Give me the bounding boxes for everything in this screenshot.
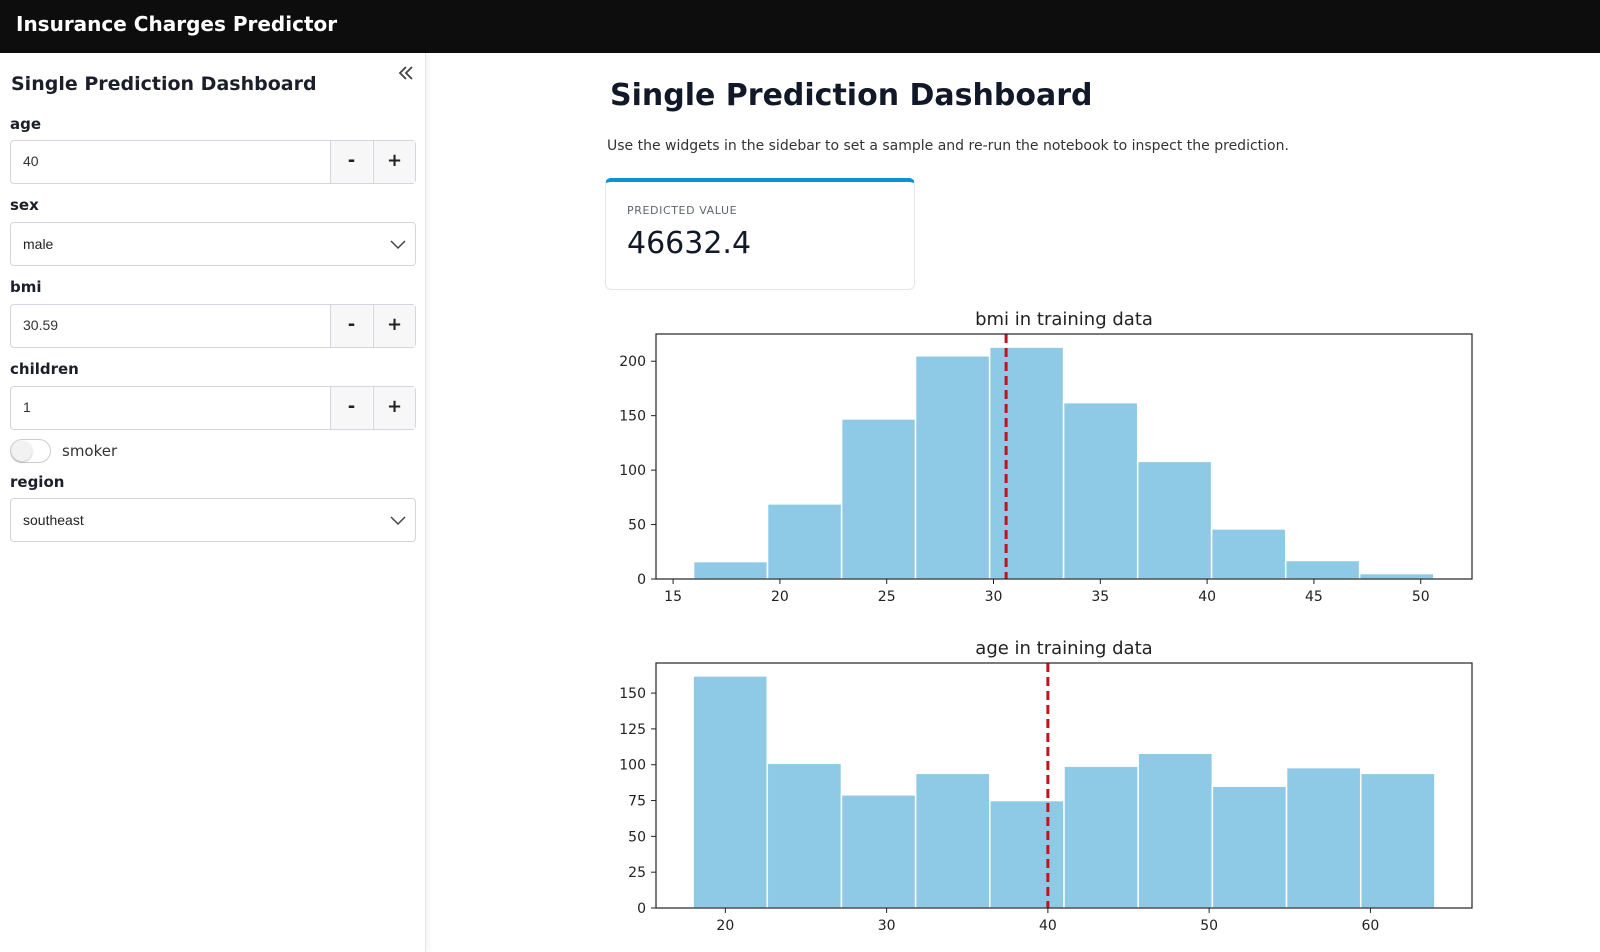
metric-value: 46632.4 — [627, 226, 752, 261]
histogram-bar — [692, 675, 769, 909]
region-select[interactable]: southeast — [10, 498, 416, 542]
histogram-bar — [1211, 785, 1288, 909]
x-tick-label: 35 — [1091, 589, 1109, 605]
plot-frame — [655, 333, 1473, 580]
age-input[interactable]: 40 — [23, 153, 39, 169]
histogram-bar — [692, 560, 769, 580]
y-tick-label: 200 — [619, 354, 646, 370]
bmi-increment-button[interactable]: + — [373, 305, 415, 347]
app-title: Insurance Charges Predictor — [16, 12, 338, 36]
chart-title: age in training data — [975, 638, 1152, 659]
bmi-stepper: 30.59 - + — [10, 304, 416, 348]
histogram-bar — [988, 346, 1065, 580]
sidebar: Single Prediction Dashboard age 40 - + s… — [0, 53, 426, 952]
children-decrement-button[interactable]: - — [330, 387, 372, 429]
bmi-decrement-button[interactable]: - — [330, 305, 372, 347]
bmi-label: bmi — [10, 278, 42, 296]
histogram-bar — [766, 762, 843, 909]
toggle-knob — [12, 441, 32, 461]
y-tick-label: 0 — [637, 901, 646, 917]
histogram-bar — [1358, 572, 1435, 580]
x-tick-label: 45 — [1305, 589, 1323, 605]
histogram-bar — [840, 794, 917, 909]
page-description: Use the widgets in the sidebar to set a … — [607, 138, 1289, 154]
y-tick-label: 150 — [619, 686, 646, 702]
x-tick-label: 30 — [878, 918, 896, 934]
x-tick-label: 50 — [1200, 918, 1218, 934]
age-increment-button[interactable]: + — [373, 141, 415, 183]
y-tick-label: 150 — [619, 409, 646, 425]
histogram-bar — [1284, 559, 1361, 580]
histogram-bar — [1136, 460, 1213, 580]
bmi-input[interactable]: 30.59 — [23, 317, 59, 333]
y-tick-label: 50 — [628, 518, 646, 534]
x-tick-label: 40 — [1198, 589, 1216, 605]
y-tick-label: 25 — [628, 865, 646, 881]
plot-frame — [655, 662, 1473, 909]
x-tick-label: 20 — [771, 589, 789, 605]
x-tick-label: 40 — [1039, 918, 1057, 934]
y-tick-label: 0 — [637, 572, 646, 588]
age-stepper: 40 - + — [10, 140, 416, 184]
region-label: region — [10, 473, 65, 491]
x-tick-label: 30 — [985, 589, 1003, 605]
smoker-toggle[interactable] — [10, 439, 51, 463]
bmi-histogram-svg: bmi in training data 15 20 25 30 35 40 45 50 0 50 1… — [619, 309, 1473, 605]
double-chevron-left-icon[interactable] — [396, 63, 416, 83]
smoker-label: smoker — [62, 442, 118, 460]
histogram-bar — [914, 772, 991, 909]
predicted-value-card: PREDICTED VALUE 46632.4 — [605, 178, 915, 290]
age-histogram: age in training data 20 30 40 50 60 0 25 50 75 100… — [600, 629, 1480, 939]
sex-label: sex — [10, 196, 39, 214]
histogram-bar — [1137, 752, 1214, 909]
x-tick-label: 60 — [1361, 918, 1379, 934]
histogram-bar — [1359, 772, 1436, 909]
x-tick-label: 25 — [878, 589, 896, 605]
children-stepper: 1 - + — [10, 386, 416, 430]
x-tick-label: 15 — [664, 589, 682, 605]
page-title: Single Prediction Dashboard — [610, 78, 1093, 113]
y-tick-label: 100 — [619, 758, 646, 774]
chevron-down-icon — [390, 240, 406, 250]
bmi-histogram: bmi in training data 15 20 25 30 35 40 45 50 0 50 1… — [600, 300, 1480, 610]
histogram-bar — [914, 355, 991, 580]
y-tick-label: 75 — [628, 794, 646, 810]
sex-select-value: male — [23, 236, 54, 252]
histogram-bar — [1063, 765, 1139, 909]
histogram-bar — [840, 418, 917, 580]
chevron-down-icon — [390, 516, 406, 526]
sex-select[interactable]: male — [10, 222, 416, 266]
metric-label: PREDICTED VALUE — [627, 204, 738, 217]
age-histogram-svg: age in training data 20 30 40 50 60 0 25 50 75 100… — [619, 638, 1473, 934]
histogram-bar — [1210, 528, 1287, 580]
children-increment-button[interactable]: + — [373, 387, 415, 429]
histogram-bar — [766, 503, 843, 580]
x-tick-label: 50 — [1412, 589, 1430, 605]
histogram-bar — [1062, 401, 1139, 580]
region-select-value: southeast — [23, 512, 84, 528]
sidebar-title: Single Prediction Dashboard — [11, 73, 317, 95]
histogram-bar — [1285, 766, 1362, 909]
children-input[interactable]: 1 — [23, 399, 31, 415]
x-tick-label: 20 — [716, 918, 734, 934]
top-bar: Insurance Charges Predictor — [0, 0, 1600, 53]
y-tick-label: 125 — [619, 722, 646, 738]
y-tick-label: 50 — [628, 829, 646, 845]
age-label: age — [10, 115, 42, 133]
histogram-bar — [989, 799, 1065, 909]
age-decrement-button[interactable]: - — [330, 141, 372, 183]
y-tick-label: 100 — [619, 463, 646, 479]
chart-title: bmi in training data — [975, 309, 1153, 330]
children-label: children — [10, 360, 79, 378]
